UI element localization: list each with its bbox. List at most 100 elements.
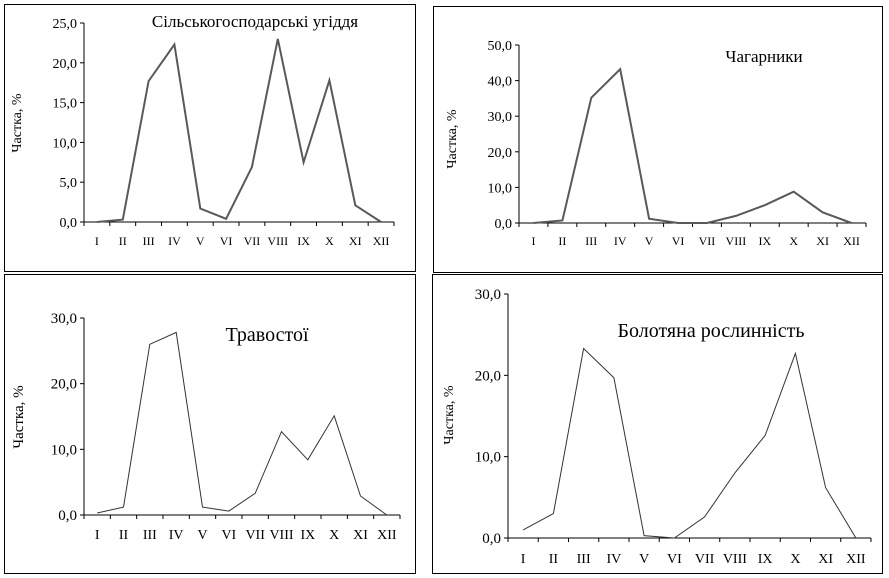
data-point bbox=[149, 343, 151, 345]
x-tick-label: VI bbox=[672, 234, 685, 248]
y-axis-label: Частка, % bbox=[445, 109, 460, 168]
x-tick-label: IV bbox=[614, 234, 627, 248]
series-line bbox=[533, 67, 852, 224]
chart-title: Чагарники bbox=[725, 47, 802, 66]
y-tick-label: 50,0 bbox=[488, 39, 513, 54]
chart-title: Болотяна рослинність bbox=[618, 320, 805, 342]
x-tick-label: V bbox=[645, 234, 654, 248]
x-tick-label: VIII bbox=[723, 552, 747, 567]
data-point bbox=[96, 512, 98, 514]
x-tick-label: IV bbox=[169, 528, 184, 543]
y-tick-label: 30,0 bbox=[475, 287, 501, 303]
series-line bbox=[522, 347, 857, 539]
y-tick-label: 0,0 bbox=[60, 216, 78, 231]
data-point bbox=[380, 221, 382, 223]
x-tick-label: XI bbox=[353, 528, 368, 543]
data-point bbox=[793, 191, 795, 193]
x-tick-label: VII bbox=[699, 234, 716, 248]
data-point bbox=[532, 222, 534, 224]
data-point bbox=[173, 43, 175, 45]
x-tick-label: III bbox=[585, 234, 597, 248]
data-point bbox=[764, 204, 766, 206]
series-line bbox=[97, 331, 388, 516]
data-point bbox=[354, 204, 356, 206]
data-point bbox=[822, 211, 824, 213]
data-point bbox=[851, 222, 853, 224]
x-tick-label: I bbox=[531, 234, 535, 248]
x-tick-label: XI bbox=[818, 552, 833, 567]
x-tick-label: II bbox=[119, 234, 127, 248]
y-tick-label: 0,0 bbox=[495, 217, 513, 232]
data-point bbox=[307, 459, 309, 461]
y-tick-label: 20,0 bbox=[475, 368, 501, 384]
data-point bbox=[590, 97, 592, 99]
data-point bbox=[123, 506, 125, 508]
x-tick-label: IX bbox=[758, 552, 773, 567]
x-tick-label: III bbox=[143, 528, 157, 543]
data-point bbox=[619, 68, 621, 70]
data-point bbox=[735, 215, 737, 217]
data-point bbox=[648, 218, 650, 220]
y-tick-label: 40,0 bbox=[488, 75, 513, 90]
y-tick-label: 20,0 bbox=[51, 377, 77, 393]
data-point bbox=[303, 161, 305, 163]
data-point bbox=[706, 222, 708, 224]
x-tick-label: XII bbox=[846, 552, 866, 567]
x-tick-label: XI bbox=[816, 234, 829, 248]
chart-panel-grasslands: 0,0 10,0 20,0 30,0 I II III IV V VI VII VIII IX X XI XI… bbox=[4, 274, 416, 574]
y-axis-label: Частка, % bbox=[11, 385, 27, 448]
data-point bbox=[704, 516, 706, 518]
x-tick-label: X bbox=[790, 552, 800, 567]
data-point bbox=[522, 529, 524, 531]
x-tick-label: VIII bbox=[726, 234, 747, 248]
data-point bbox=[673, 537, 675, 539]
x-tick-label: II bbox=[549, 552, 559, 567]
y-tick-label: 0,0 bbox=[482, 531, 501, 547]
x-tick-label: VI bbox=[667, 552, 682, 567]
chart-svg: 0,05,010,015,020,025,0I II III IV V VI VII VIII… bbox=[10, 12, 395, 248]
chart-svg: 0,010,020,030,0I II III IV V VI VII VIII IX X XI XI… bbox=[11, 311, 401, 543]
x-tick-label: VII bbox=[244, 234, 261, 248]
y-tick-label: 25,0 bbox=[53, 17, 78, 32]
chart-svg: 0,010,020,030,040,050,0I II III IV V VI VII VII… bbox=[445, 39, 867, 248]
data-point bbox=[794, 352, 796, 354]
y-tick-label: 20,0 bbox=[53, 57, 78, 72]
y-tick-label: 0,0 bbox=[58, 508, 77, 524]
y-tick-label: 10,0 bbox=[475, 450, 501, 466]
x-tick-label: VIII bbox=[269, 528, 293, 543]
data-point bbox=[228, 510, 230, 512]
y-axis-label: Частка, % bbox=[10, 93, 25, 152]
y-tick-label: 20,0 bbox=[488, 146, 513, 161]
y-tick-label: 30,0 bbox=[488, 110, 513, 125]
series-line bbox=[96, 38, 382, 223]
y-tick-label: 15,0 bbox=[53, 97, 78, 112]
chart-panel-shrubs: 0,0 10,0 20,0 30,0 40,0 50,0 I II III IV V VI VII VII… bbox=[433, 6, 883, 273]
data-point bbox=[360, 495, 362, 497]
chart-svg: 0,010,020,030,0I II III IV V VI VII VIII IX X XI XI… bbox=[442, 287, 872, 567]
data-point bbox=[96, 221, 98, 223]
data-point bbox=[251, 166, 253, 168]
x-tick-label: IV bbox=[168, 234, 181, 248]
data-point bbox=[386, 514, 388, 516]
data-point bbox=[148, 80, 150, 82]
data-point bbox=[333, 415, 335, 417]
x-tick-label: I bbox=[95, 234, 99, 248]
x-tick-label: IX bbox=[297, 234, 310, 248]
y-tick-label: 10,0 bbox=[51, 442, 77, 458]
x-tick-label: X bbox=[789, 234, 798, 248]
data-point bbox=[225, 218, 227, 220]
x-tick-label: X bbox=[325, 234, 334, 248]
x-tick-label: V bbox=[196, 234, 205, 248]
data-point bbox=[328, 79, 330, 81]
data-point bbox=[677, 222, 679, 224]
x-tick-label: IX bbox=[300, 528, 315, 543]
x-tick-label: VIII bbox=[267, 234, 288, 248]
y-tick-label: 10,0 bbox=[488, 181, 513, 196]
x-tick-label: I bbox=[95, 528, 100, 543]
data-point bbox=[122, 219, 124, 221]
chart-title: Сільськогосподарські угіддя bbox=[152, 12, 358, 31]
x-tick-label: X bbox=[329, 528, 339, 543]
data-point bbox=[734, 472, 736, 474]
x-tick-label: III bbox=[143, 234, 155, 248]
x-tick-label: VI bbox=[221, 528, 236, 543]
